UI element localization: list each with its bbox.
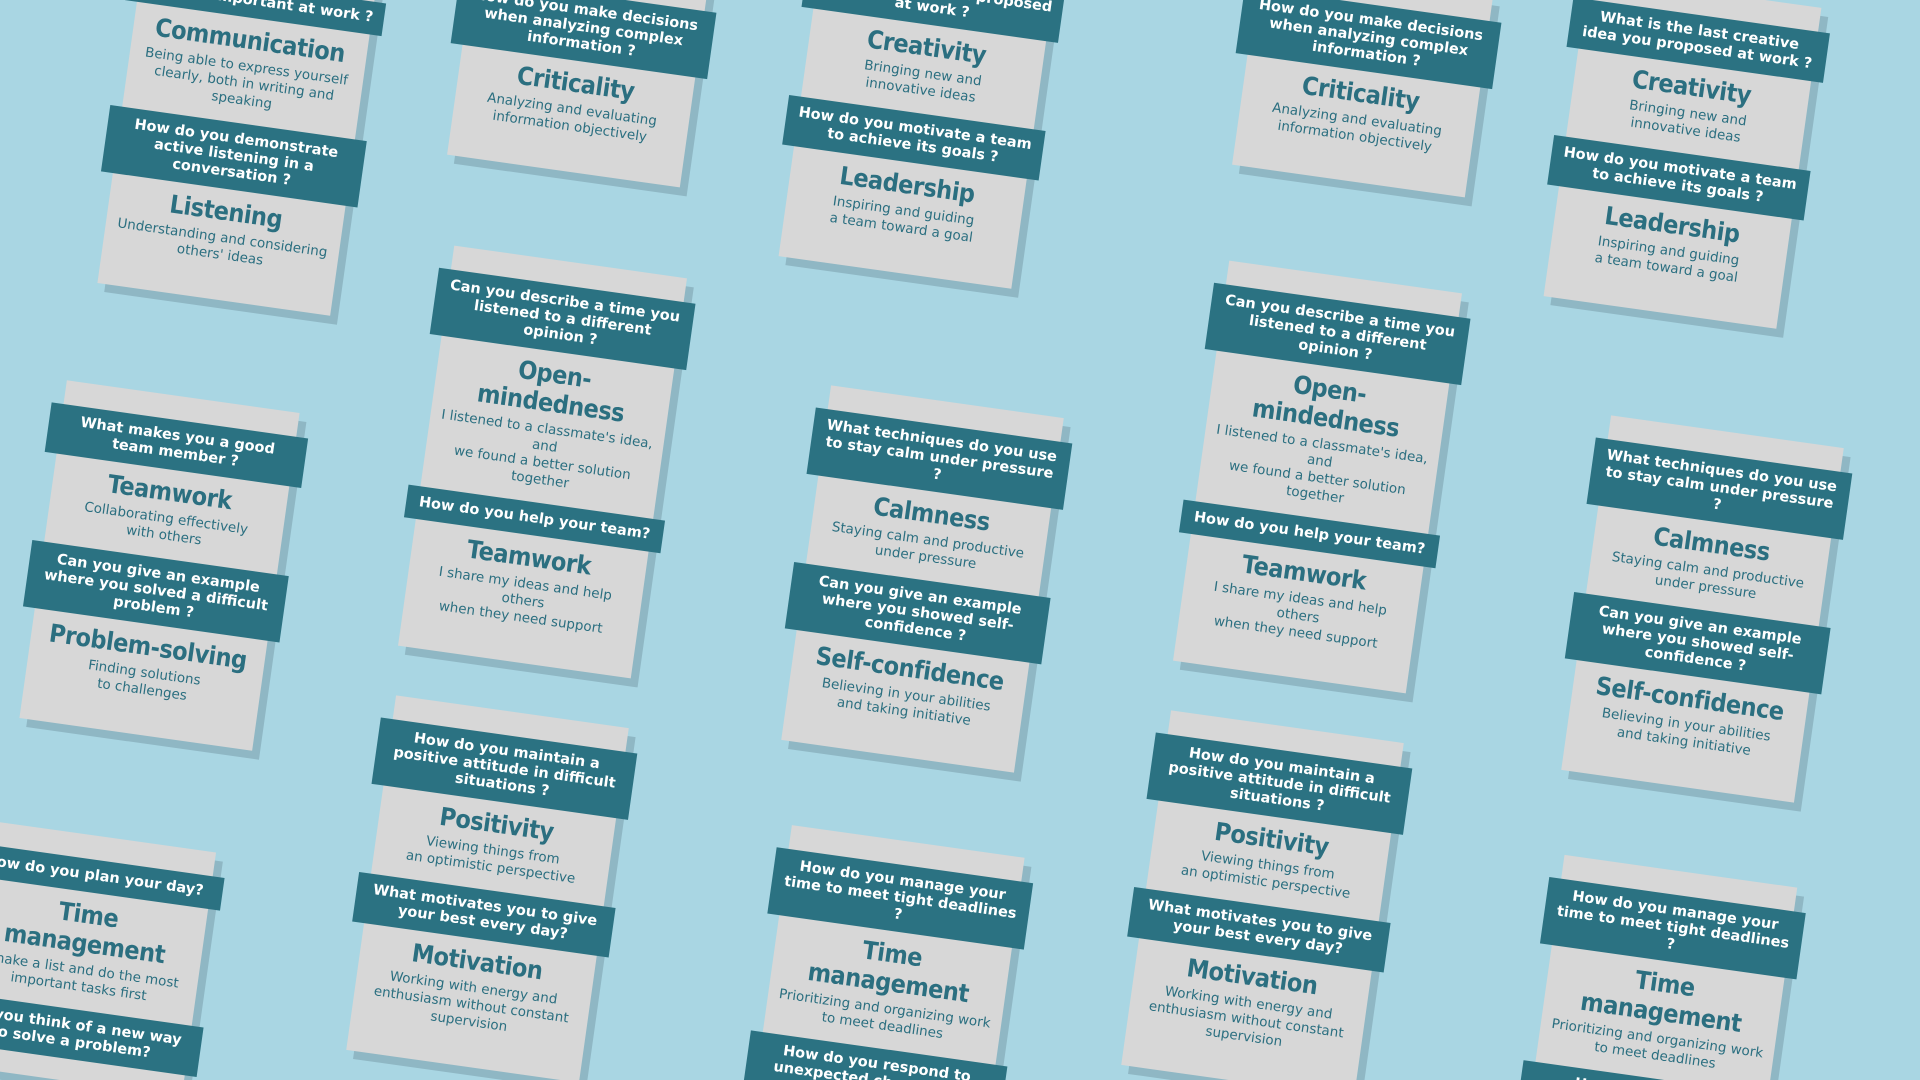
skill-card: …ication important at work ? Communicatio…: [97, 0, 387, 316]
skill-card: How do you plan your day? Time management…: [0, 819, 225, 1080]
skill-card: What techniques do you use to stay calm …: [1561, 415, 1853, 803]
skill-card: How do you manage your time to meet tigh…: [1518, 854, 1806, 1080]
skill-card: How do you maintain a positive attitude …: [346, 695, 638, 1080]
skill-card: What is the last creative idea you propo…: [1543, 0, 1830, 329]
skill-card: Can you describe a time you listened to …: [398, 245, 696, 679]
skill-card: How do you manage your time to meet tigh…: [741, 825, 1034, 1080]
skill-card: …creative idea you proposed at work ?Cre…: [778, 0, 1065, 289]
skill-card: What makes you a good team member ? Teamw…: [19, 380, 309, 751]
skill-card: How do you make decisions when analyzing…: [447, 0, 717, 188]
skill-card: What techniques do you use to stay calm …: [781, 385, 1073, 773]
skill-card: Can you describe a time you listened to …: [1173, 260, 1471, 694]
skill-card: How do you make decisions when analyzing…: [1232, 0, 1502, 198]
skill-card: How do you maintain a positive attitude …: [1121, 710, 1413, 1080]
